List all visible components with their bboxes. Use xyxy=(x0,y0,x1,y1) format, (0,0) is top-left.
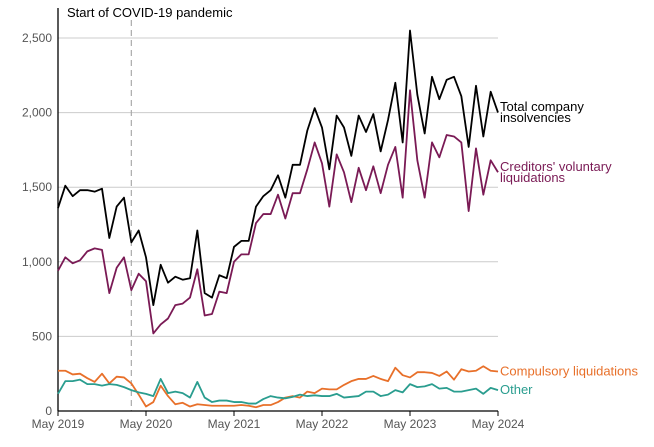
compulsory-liquidations-line xyxy=(58,365,499,409)
other-line xyxy=(57,378,499,405)
y-tick-label: 2,500 xyxy=(22,31,52,45)
x-tick-label: May 2020 xyxy=(120,417,173,431)
y-tick-label: 1,500 xyxy=(22,180,52,194)
x-tick-label: May 2023 xyxy=(384,417,437,431)
x-tick-label: May 2019 xyxy=(32,417,85,431)
axes: 0 500 1,000 1,500 2,000 2,500 May 2019 May 2020… xyxy=(22,8,525,431)
x-tick-label: May 2024 xyxy=(472,417,525,431)
series-lines xyxy=(57,29,499,409)
creditors-voluntary-liquidations-label: Creditors' voluntary xyxy=(500,159,612,174)
compulsory-liquidations-label: Compulsory liquidations xyxy=(500,363,639,378)
annotation-layer: Start of COVID-19 pandemic xyxy=(67,5,233,411)
total-company-insolvencies-line xyxy=(57,29,499,306)
creditors-voluntary-liquidations-label: liquidations xyxy=(500,170,566,185)
x-tick-label: May 2022 xyxy=(296,417,349,431)
total-company-insolvencies-label: insolvencies xyxy=(500,110,571,125)
y-tick-label: 1,000 xyxy=(22,255,52,269)
total-company-insolvencies-label: Total company xyxy=(500,99,584,114)
pandemic-start-label: Start of COVID-19 pandemic xyxy=(67,5,233,20)
creditors-voluntary-liquidations-line xyxy=(57,89,499,335)
x-tick-label: May 2021 xyxy=(208,417,261,431)
y-tick-label: 500 xyxy=(32,329,52,343)
y-tick-label: 0 xyxy=(45,404,52,418)
other-label: Other xyxy=(500,382,533,397)
y-tick-label: 2,000 xyxy=(22,106,52,120)
